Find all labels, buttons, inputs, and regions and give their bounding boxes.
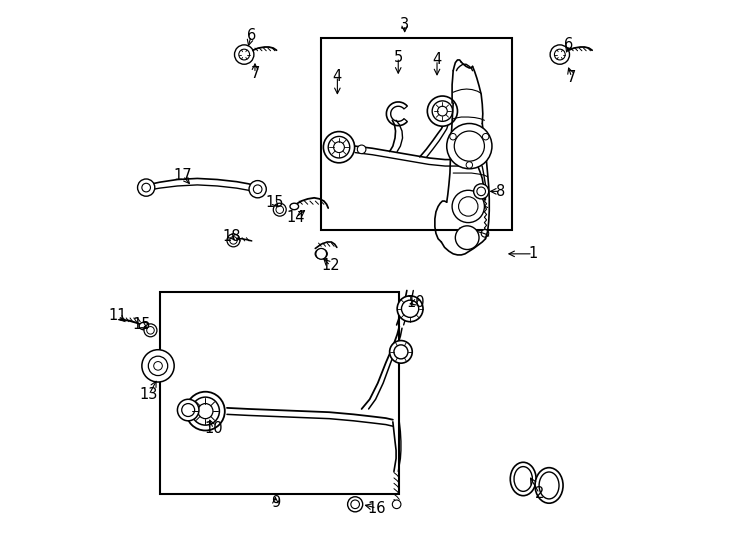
Circle shape [351, 500, 360, 509]
Circle shape [459, 197, 478, 216]
Circle shape [253, 185, 262, 193]
Text: 6: 6 [564, 37, 573, 52]
Text: 3: 3 [400, 17, 410, 32]
Circle shape [348, 497, 363, 512]
Ellipse shape [290, 203, 299, 210]
Text: 15: 15 [265, 195, 283, 210]
Ellipse shape [514, 467, 532, 491]
Circle shape [447, 124, 492, 168]
Text: 15: 15 [133, 318, 151, 333]
Ellipse shape [182, 403, 195, 416]
Circle shape [482, 230, 489, 237]
Ellipse shape [186, 392, 225, 430]
Circle shape [148, 356, 167, 375]
Circle shape [234, 45, 254, 64]
Circle shape [550, 45, 570, 64]
Ellipse shape [539, 472, 559, 499]
Ellipse shape [397, 296, 423, 322]
Ellipse shape [324, 132, 355, 163]
Circle shape [454, 131, 484, 161]
Circle shape [357, 145, 366, 154]
Ellipse shape [394, 345, 408, 359]
Ellipse shape [401, 300, 418, 318]
Ellipse shape [178, 399, 199, 421]
Circle shape [273, 203, 286, 216]
Text: 4: 4 [432, 52, 442, 68]
Ellipse shape [334, 142, 344, 153]
Bar [321, 38, 512, 230]
Circle shape [230, 237, 237, 244]
Circle shape [227, 234, 240, 247]
Circle shape [144, 324, 157, 337]
Text: 5: 5 [393, 50, 403, 65]
Circle shape [276, 206, 283, 213]
Circle shape [450, 133, 457, 140]
Text: 11: 11 [109, 308, 128, 323]
Text: 8: 8 [496, 184, 505, 199]
Text: 1: 1 [528, 246, 537, 261]
Text: 9: 9 [271, 495, 280, 510]
Text: 10: 10 [204, 421, 223, 436]
Circle shape [392, 500, 401, 509]
Ellipse shape [390, 341, 413, 363]
Ellipse shape [437, 106, 447, 116]
Circle shape [239, 49, 250, 60]
Circle shape [147, 327, 154, 334]
Text: 10: 10 [406, 295, 425, 310]
Text: 13: 13 [139, 388, 158, 402]
Text: 7: 7 [250, 66, 260, 81]
Circle shape [554, 49, 565, 60]
Text: 18: 18 [222, 229, 241, 244]
Bar [159, 292, 399, 494]
Circle shape [316, 248, 327, 259]
Ellipse shape [427, 96, 457, 126]
Circle shape [452, 190, 484, 222]
Circle shape [137, 179, 155, 196]
Ellipse shape [432, 101, 453, 122]
Circle shape [142, 350, 174, 382]
Ellipse shape [316, 249, 327, 259]
Text: 7: 7 [567, 70, 576, 85]
Text: 4: 4 [333, 69, 342, 84]
Text: 17: 17 [173, 168, 192, 183]
Text: 12: 12 [321, 258, 340, 273]
Text: 2: 2 [534, 486, 544, 501]
Circle shape [482, 133, 489, 140]
Circle shape [249, 180, 266, 198]
Text: 16: 16 [368, 501, 386, 516]
Ellipse shape [198, 403, 213, 418]
Circle shape [455, 226, 479, 249]
Ellipse shape [139, 322, 149, 330]
Circle shape [466, 162, 473, 168]
Text: 6: 6 [247, 28, 256, 43]
Ellipse shape [535, 468, 563, 503]
Circle shape [142, 183, 150, 192]
Ellipse shape [192, 397, 219, 425]
Circle shape [153, 362, 162, 370]
Ellipse shape [328, 137, 350, 158]
Text: 14: 14 [287, 210, 305, 225]
Ellipse shape [510, 462, 536, 496]
Circle shape [477, 187, 485, 195]
Circle shape [473, 184, 489, 199]
